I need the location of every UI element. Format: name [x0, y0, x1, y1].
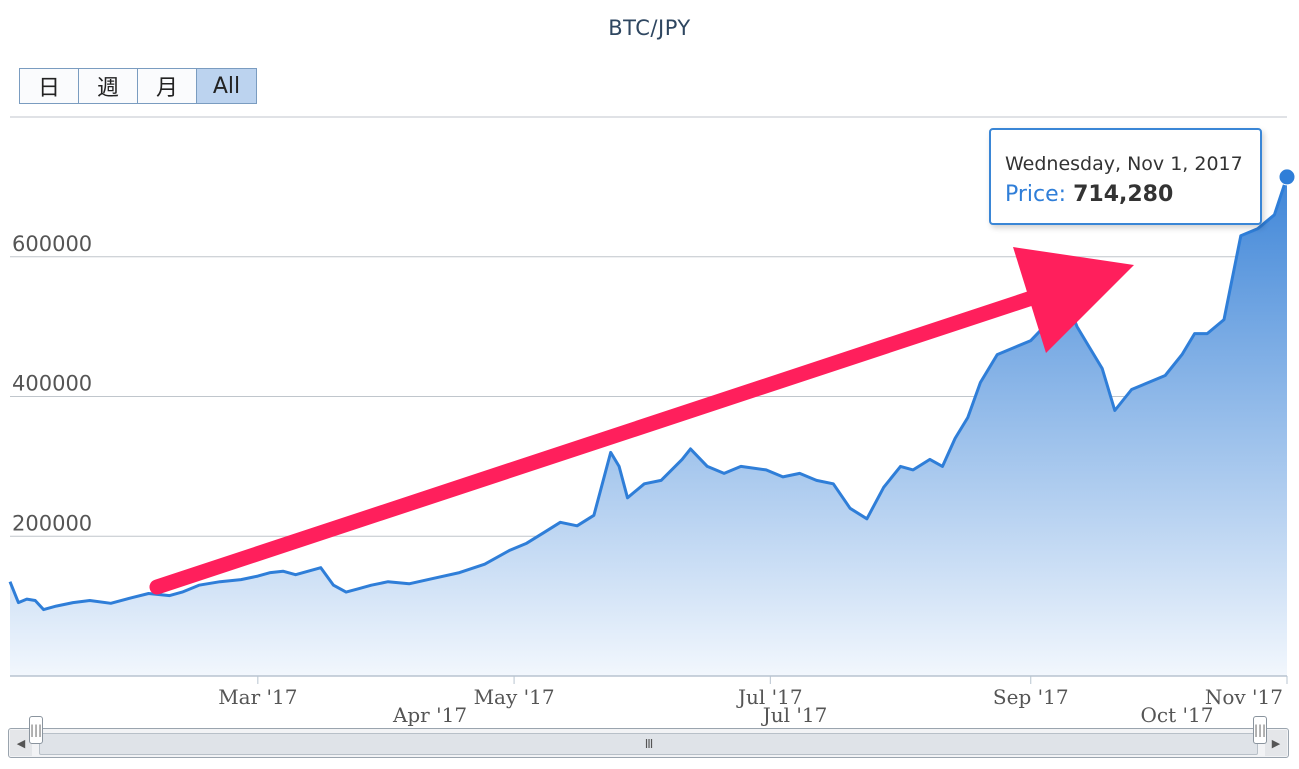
- range-selector: 日 週 月 All: [19, 68, 257, 104]
- navigator-tick-label: Oct '17: [1141, 703, 1214, 727]
- trend-arrow-head: [1013, 247, 1134, 353]
- range-button-day[interactable]: 日: [20, 69, 79, 103]
- tooltip-price-label: Price: [1005, 182, 1059, 207]
- tooltip-colon: :: [1058, 182, 1074, 207]
- scroll-right-arrow-icon[interactable]: ▶: [1265, 730, 1287, 756]
- tooltip-price-value: 714,280: [1073, 182, 1174, 207]
- price-area: [10, 176, 1287, 676]
- x-tick-label: Sep '17: [993, 685, 1069, 709]
- y-tick-label: 200000: [12, 511, 92, 535]
- price-line: [8, 176, 1289, 612]
- price-tooltip: Wednesday, Nov 1, 2017 Price: 714,280: [989, 128, 1262, 225]
- chart-title: BTC/JPY: [608, 16, 691, 40]
- trend-arrow-shaft: [149, 279, 1073, 595]
- y-tick-label: 400000: [12, 372, 92, 396]
- navigator-scrollbar[interactable]: ◀ III ▶: [8, 728, 1289, 758]
- tooltip-price-line: Price: 714,280: [1005, 182, 1173, 207]
- x-tick-label: May '17: [474, 685, 555, 709]
- x-tick-label: Mar '17: [218, 685, 297, 709]
- navigator-tick-label: Apr '17: [392, 703, 467, 727]
- x-tick-label: Jul '17: [736, 685, 803, 709]
- tooltip-date: Wednesday, Nov 1, 2017: [1005, 153, 1243, 175]
- last-point-marker: [1278, 168, 1296, 186]
- scroll-left-arrow-icon[interactable]: ◀: [10, 730, 32, 756]
- navigator-tick-label: Jul '17: [761, 703, 828, 727]
- y-tick-label: 600000: [12, 232, 92, 256]
- navigator-left-handle[interactable]: |||: [29, 716, 43, 744]
- grip-icon[interactable]: III: [644, 737, 654, 751]
- navigator-right-handle[interactable]: |||: [1253, 716, 1267, 744]
- navigator-track[interactable]: III: [39, 733, 1258, 755]
- range-button-all[interactable]: All: [197, 69, 256, 103]
- range-button-month[interactable]: 月: [138, 69, 197, 103]
- range-button-week[interactable]: 週: [79, 69, 138, 103]
- x-tick-label: Nov '17: [1205, 685, 1283, 709]
